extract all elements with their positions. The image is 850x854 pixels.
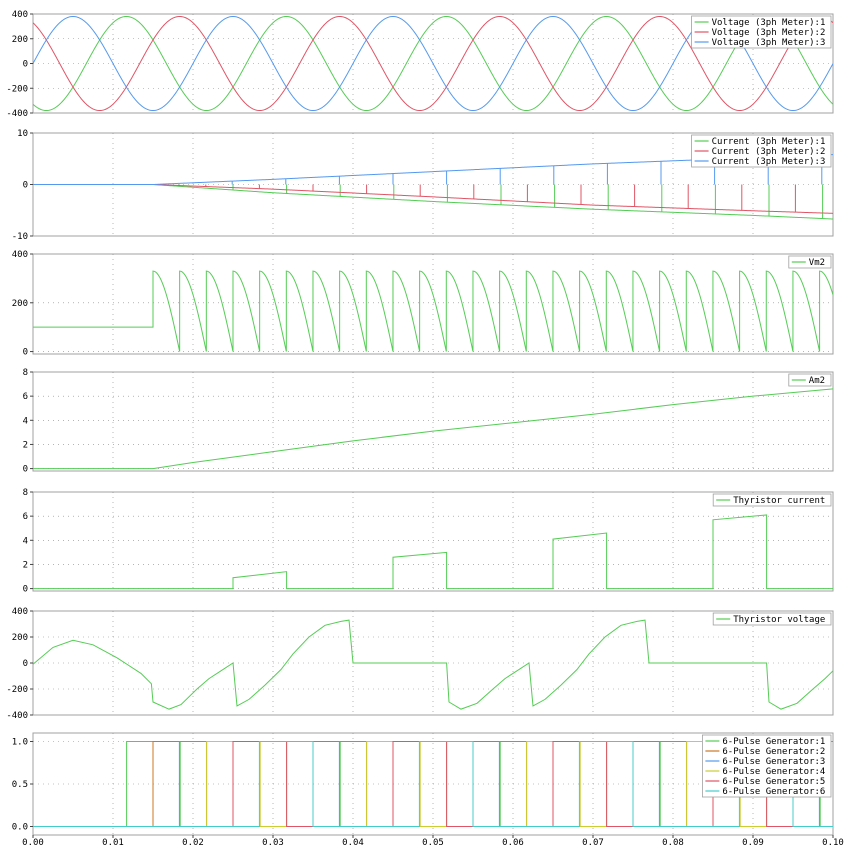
x-tick-label: 0.02	[182, 838, 204, 848]
y-tick-label: 400	[12, 10, 28, 20]
y-tick-label: 10	[17, 129, 28, 139]
y-tick-label: 2	[23, 440, 28, 450]
series-line-1	[33, 15, 833, 112]
y-tick-label: 1.0	[12, 738, 28, 748]
legend: Am2	[788, 373, 832, 387]
x-tick-label: 0.10	[822, 838, 844, 848]
legend-box	[788, 255, 832, 269]
y-tick-label: 400	[12, 607, 28, 617]
legend: Thyristor voltage	[712, 612, 832, 626]
legend-label: Current (3ph Meter):2	[712, 147, 826, 157]
y-tick-label: 400	[12, 250, 28, 260]
y-tick-label: 2	[23, 560, 28, 570]
y-tick-label: -400	[6, 109, 28, 119]
chart-panel-5: 8 6 4 2 0 Thyristor current	[23, 488, 834, 595]
y-tick-label: 4	[23, 416, 28, 426]
legend-label: 6-Pulse Generator:5	[722, 777, 825, 787]
series-group	[33, 388, 833, 470]
x-tick-label: 0.01	[102, 838, 124, 848]
legend-label: Voltage (3ph Meter):2	[712, 28, 826, 38]
y-tick-label: 0	[23, 60, 28, 70]
legend-label: 6-Pulse Generator:1	[722, 737, 825, 747]
x-tick-label: 0.05	[422, 838, 444, 848]
legend-label: 6-Pulse Generator:6	[722, 787, 825, 797]
legend: Thyristor current	[712, 493, 832, 507]
y-tick-label: 0.0	[12, 823, 28, 833]
chart-panel-6: 400 200 0 -200 -400 Thyristor voltage	[6, 607, 834, 721]
x-tick-label: 0.06	[502, 838, 524, 848]
y-tick-label: 8	[23, 368, 28, 378]
series-group	[33, 514, 833, 590]
legend-box	[712, 493, 832, 507]
legend-box	[691, 15, 832, 49]
legend: Vm2	[788, 255, 832, 269]
x-tick-label: 0.08	[662, 838, 684, 848]
legend-label: Thyristor voltage	[733, 615, 825, 625]
legend-box	[691, 134, 832, 168]
y-tick-label: -200	[6, 685, 28, 695]
plot-area	[32, 371, 834, 472]
legend-label: Voltage (3ph Meter):1	[712, 18, 826, 28]
legend-box	[712, 612, 832, 626]
series-group	[33, 619, 833, 710]
x-tick-label: 0.03	[262, 838, 284, 848]
legend-label: Am2	[809, 376, 825, 386]
y-tick-label: 0	[23, 181, 28, 191]
x-tick-label: 0.04	[342, 838, 364, 848]
legend-label: Vm2	[809, 258, 825, 268]
y-tick-label: 8	[23, 488, 28, 498]
y-tick-label: 0	[23, 659, 28, 669]
legend-label: 6-Pulse Generator:4	[722, 767, 825, 777]
y-tick-label: 6	[23, 392, 28, 402]
plot-area	[32, 491, 834, 592]
x-tick-label: 0.09	[742, 838, 764, 848]
y-tick-label: 0	[23, 465, 28, 475]
y-tick-label: 200	[12, 35, 28, 45]
y-tick-label: 200	[12, 299, 28, 309]
x-tick-label: 0.00	[22, 838, 44, 848]
chart-panel-4: 8 6 4 2 0 Am2	[23, 368, 834, 475]
y-tick-label: -400	[6, 711, 28, 721]
y-tick-label: 0	[23, 585, 28, 595]
y-tick-label: 200	[12, 633, 28, 643]
y-tick-label: -10	[12, 232, 28, 242]
y-tick-label: 4	[23, 536, 28, 546]
x-tick-label: 0.07	[582, 838, 604, 848]
legend-box	[702, 734, 832, 798]
series-line-1	[33, 388, 833, 470]
legend-label: 6-Pulse Generator:2	[722, 747, 825, 757]
series-group	[33, 270, 833, 352]
legend-label: Thyristor current	[733, 496, 825, 506]
legend-label: 6-Pulse Generator:3	[722, 757, 825, 767]
series-line-1	[33, 514, 833, 590]
series-line-1	[33, 270, 833, 352]
series-line-2	[33, 15, 833, 112]
chart-panel-3: 400 200 0 Vm2	[12, 250, 834, 358]
legend-label: Voltage (3ph Meter):3	[712, 38, 826, 48]
legend-box	[788, 373, 832, 387]
series-line-2	[33, 184, 833, 214]
y-tick-label: 0	[23, 348, 28, 358]
legend: 6-Pulse Generator:16-Pulse Generator:26-…	[702, 734, 832, 798]
legend-label: Current (3ph Meter):1	[712, 137, 826, 147]
legend-label: Current (3ph Meter):3	[712, 157, 826, 167]
y-tick-label: 6	[23, 512, 28, 522]
chart-panel-7: 1.00.50.06-Pulse Generator:16-Pulse Gene…	[12, 732, 834, 836]
y-tick-label: 0.5	[12, 780, 28, 790]
x-axis: 0.00 0.01 0.02 0.03 0.04 0.05 0.06 0.07 0.08 0.09…	[22, 835, 844, 848]
series-line-1	[33, 619, 833, 710]
y-tick-label: -200	[6, 84, 28, 94]
